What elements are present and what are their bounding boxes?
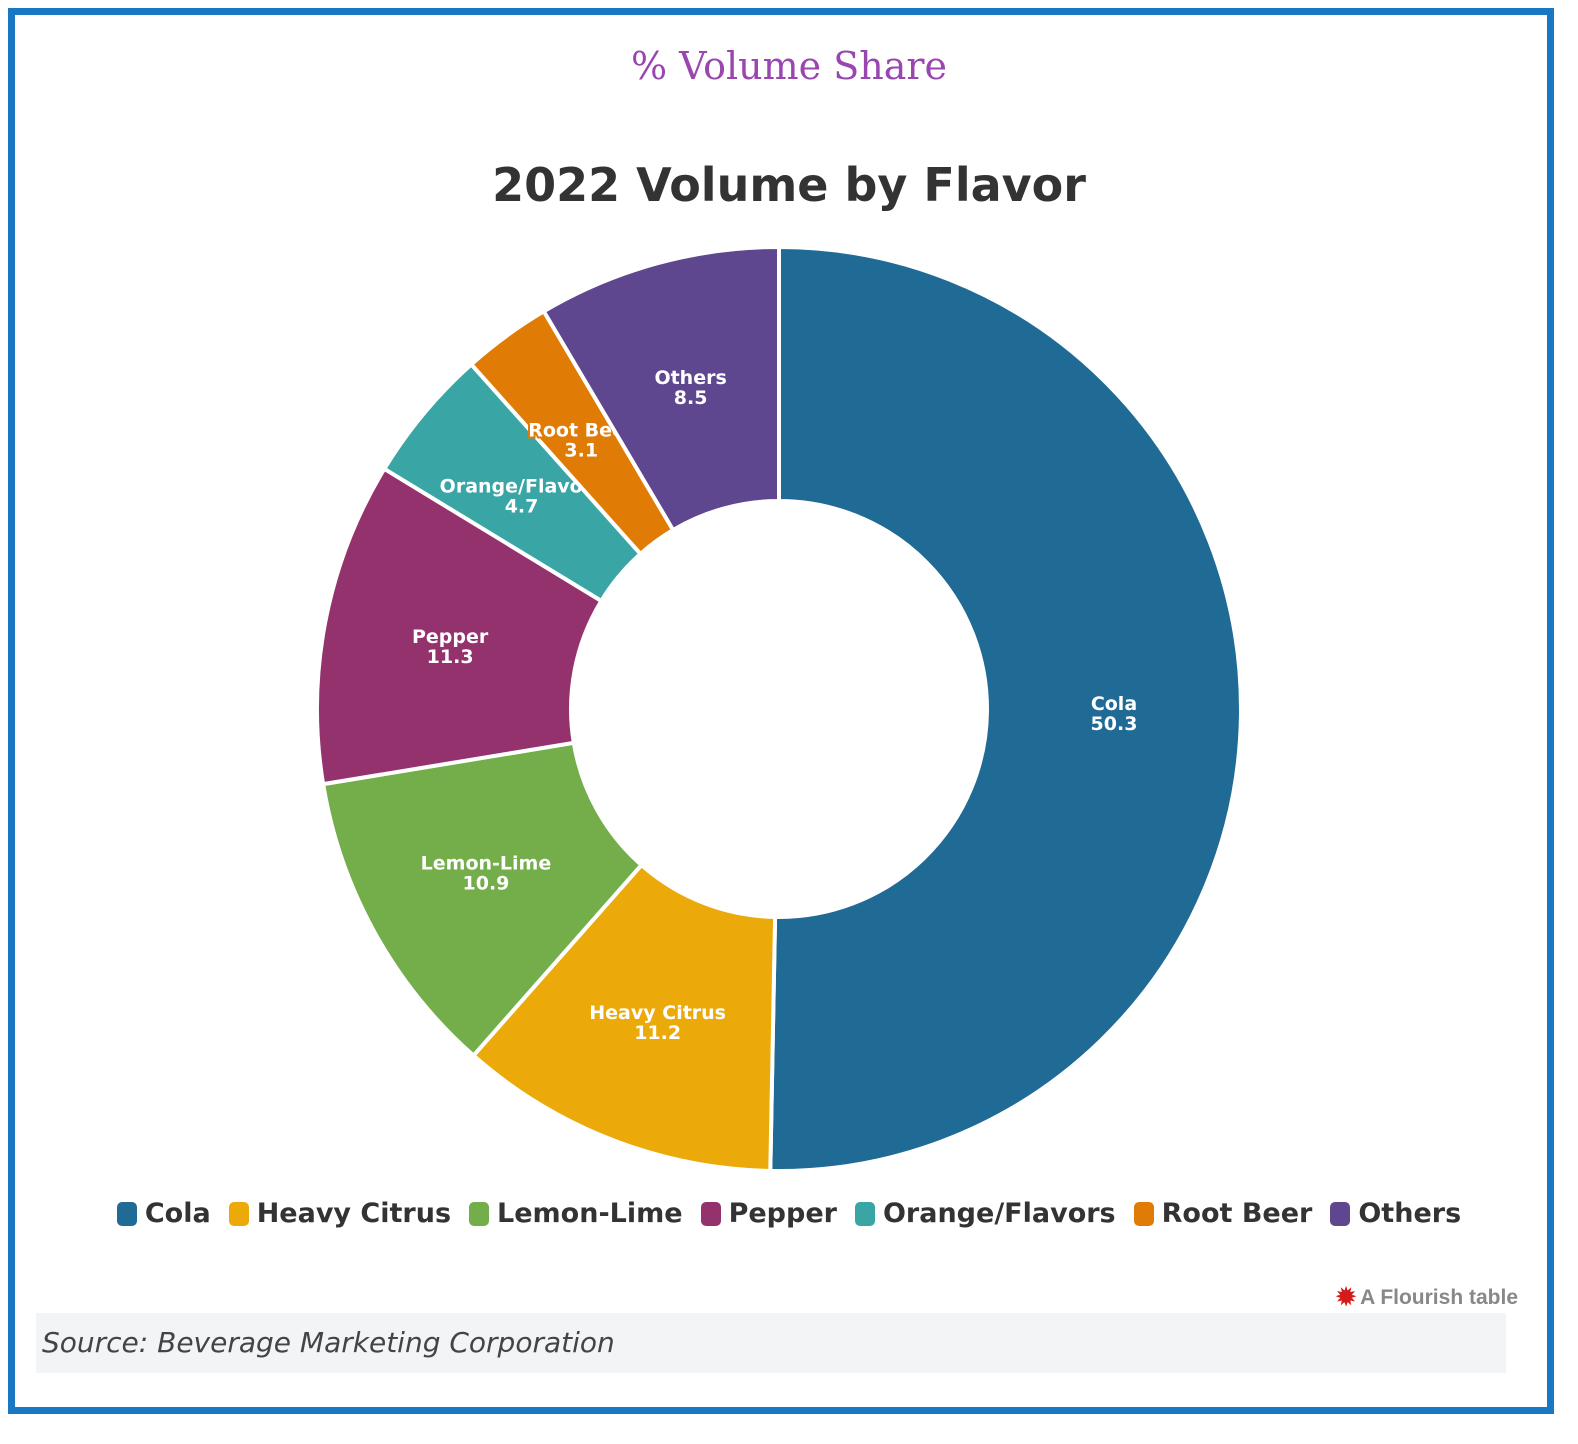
slice-value-others: 8.5 <box>674 387 708 409</box>
slice-value-heavy-citrus: 11.2 <box>634 1022 681 1044</box>
legend-label: Orange/Flavors <box>882 1198 1116 1229</box>
legend-swatch <box>700 1201 721 1226</box>
slice-pepper[interactable] <box>315 466 604 787</box>
flourish-logo-icon: ✹ <box>1335 1284 1357 1311</box>
legend-swatch <box>469 1201 490 1226</box>
credit-text: A Flourish table <box>1360 1285 1518 1309</box>
chart-frame <box>8 8 1554 1414</box>
chart-eyebrow: % Volume Share <box>630 44 948 88</box>
legend-item-pepper[interactable]: Pepper <box>700 1198 837 1229</box>
source-note: Source: Beverage Marketing Corporation <box>36 1313 1506 1373</box>
flourish-credit[interactable]: ✹ A Flourish table <box>1336 1283 1518 1312</box>
slice-label-pepper: Pepper <box>412 626 489 648</box>
legend-label: Others <box>1358 1198 1462 1229</box>
chart-title: 2022 Volume by Flavor <box>492 158 1086 212</box>
slice-value-orange-flavors: 4.7 <box>505 496 539 518</box>
slice-label-heavy-citrus: Heavy Citrus <box>589 1002 726 1024</box>
legend-swatch <box>1330 1201 1351 1226</box>
slice-label-others: Others <box>654 367 726 389</box>
legend-swatch <box>116 1201 137 1226</box>
legend-item-heavy-citrus[interactable]: Heavy Citrus <box>228 1198 452 1229</box>
slice-heavy-citrus[interactable] <box>471 863 778 1173</box>
chart-legend: Cola Heavy Citrus Lemon-Lime Pepper Orange/F… <box>0 1198 1578 1229</box>
legend-swatch <box>228 1201 249 1226</box>
legend-item-cola[interactable]: Cola <box>116 1198 211 1229</box>
legend-swatch <box>1133 1201 1154 1226</box>
slice-value-cola: 50.3 <box>1091 713 1138 735</box>
legend-label: Cola <box>144 1198 211 1229</box>
legend-label: Lemon-Lime <box>497 1198 683 1229</box>
legend-label: Pepper <box>728 1198 837 1229</box>
legend-label: Heavy Citrus <box>256 1198 452 1229</box>
legend-item-others[interactable]: Others <box>1330 1198 1461 1229</box>
slice-label-cola: Cola <box>1091 693 1137 715</box>
slice-value-root-beer: 3.1 <box>564 440 598 462</box>
slice-label-lemon-lime: Lemon-Lime <box>421 852 552 874</box>
legend-item-orange-flavors[interactable]: Orange/Flavors <box>854 1198 1116 1229</box>
legend-swatch <box>854 1201 875 1226</box>
legend-item-lemon-lime[interactable]: Lemon-Lime <box>469 1198 683 1229</box>
slice-value-lemon-lime: 10.9 <box>463 872 510 894</box>
legend-item-root-beer[interactable]: Root Beer <box>1133 1198 1313 1229</box>
slice-cola[interactable] <box>768 245 1243 1173</box>
slice-lemon-lime[interactable] <box>321 740 644 1058</box>
slice-value-pepper: 11.3 <box>427 646 474 668</box>
slice-others[interactable] <box>541 245 781 532</box>
legend-label: Root Beer <box>1161 1198 1313 1229</box>
